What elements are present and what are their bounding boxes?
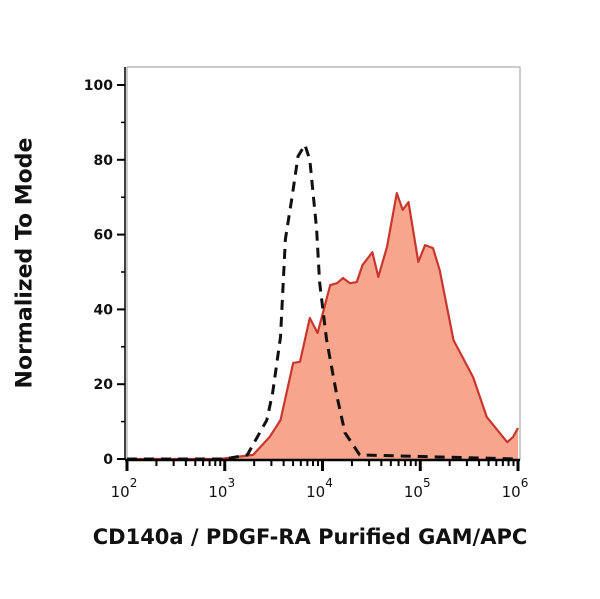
series-fill-0 bbox=[127, 193, 518, 459]
x-axis-label: CD140a / PDGF-RA Purified GAM/APC bbox=[92, 525, 528, 549]
y-tick-label: 0 bbox=[103, 452, 113, 468]
x-tick-label: 106 bbox=[502, 476, 529, 501]
series-line-1 bbox=[127, 143, 519, 461]
x-tick-label: 102 bbox=[111, 476, 138, 501]
x-tick-label: 104 bbox=[306, 476, 333, 501]
y-axis-label: Normalized To Mode bbox=[12, 137, 38, 389]
y-tick-label: 60 bbox=[94, 228, 114, 244]
y-tick-label: 100 bbox=[84, 78, 113, 94]
x-tick-label: 103 bbox=[208, 476, 235, 501]
x-tick-label: 105 bbox=[404, 476, 431, 501]
series-line-0 bbox=[127, 192, 519, 461]
y-tick-label: 20 bbox=[94, 377, 114, 393]
y-tick-label: 80 bbox=[94, 153, 114, 169]
y-tick-label: 40 bbox=[94, 302, 114, 318]
